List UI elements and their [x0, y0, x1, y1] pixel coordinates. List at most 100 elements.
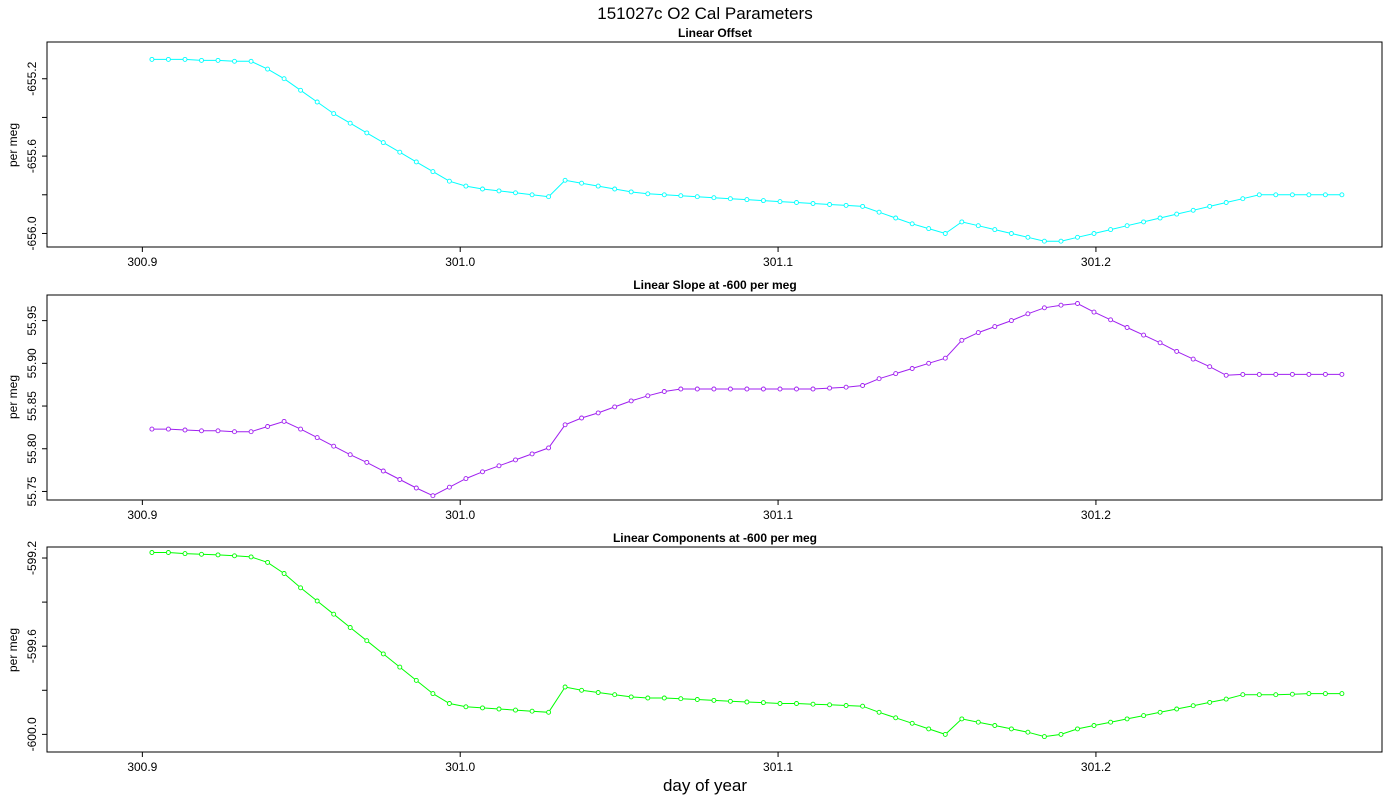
data-point — [1025, 729, 1031, 735]
y-tick-label: 55.90 — [25, 348, 39, 378]
data-point — [744, 699, 750, 705]
data-point — [1041, 238, 1047, 244]
x-tick-label: 300.9 — [127, 508, 157, 522]
panel-title: Linear Offset — [678, 26, 752, 40]
data-point — [959, 337, 965, 343]
data-point — [397, 149, 403, 155]
data-point — [1240, 371, 1246, 377]
data-point — [1273, 192, 1279, 198]
data-point — [727, 698, 733, 704]
data-point — [1058, 302, 1064, 308]
data-point — [199, 57, 204, 63]
data-point — [628, 694, 634, 700]
x-tick-label: 301.0 — [445, 508, 475, 522]
data-point — [959, 716, 965, 722]
y-tick-label: 55.80 — [25, 433, 39, 463]
data-point — [364, 130, 370, 136]
series-line — [151, 552, 1342, 738]
data-point — [628, 398, 634, 404]
data-point — [248, 58, 254, 64]
data-point — [777, 199, 783, 205]
data-point — [463, 183, 469, 189]
data-point — [546, 194, 552, 200]
data-point — [678, 386, 684, 392]
data-point — [860, 383, 866, 388]
data-point — [810, 386, 816, 392]
data-point — [1256, 192, 1262, 198]
data-point — [942, 231, 948, 236]
panel-title: Linear Components at -600 per meg — [613, 531, 817, 545]
data-point — [711, 697, 717, 703]
data-point — [1157, 709, 1163, 715]
data-point — [975, 719, 981, 725]
data-point — [546, 445, 552, 451]
data-point — [579, 687, 585, 693]
plot-frame — [46, 41, 1383, 248]
data-point — [678, 193, 684, 199]
data-point — [1190, 703, 1196, 709]
data-point — [612, 692, 618, 698]
data-point — [215, 552, 221, 558]
data-point — [182, 551, 188, 557]
data-point — [760, 198, 766, 204]
series-line-group — [149, 550, 1345, 740]
data-point — [1273, 692, 1279, 698]
data-point — [232, 429, 237, 435]
data-point — [810, 201, 816, 206]
data-point — [711, 195, 717, 201]
data-point — [694, 386, 700, 392]
data-point — [1207, 203, 1213, 209]
data-point — [1339, 371, 1345, 377]
data-point — [347, 120, 353, 126]
data-point — [347, 625, 353, 630]
data-point — [562, 177, 568, 183]
x-tick-label: 300.9 — [127, 760, 157, 774]
data-point — [595, 410, 601, 416]
data-point — [1256, 692, 1262, 698]
data-point — [744, 386, 750, 392]
x-tick-label: 301.0 — [445, 255, 475, 269]
data-point — [1141, 332, 1147, 338]
data-point — [926, 360, 932, 366]
data-point — [298, 585, 304, 591]
data-point — [1306, 691, 1312, 697]
data-point — [380, 468, 386, 474]
data-point — [1256, 371, 1262, 377]
data-point — [1322, 371, 1328, 377]
data-point — [496, 463, 502, 469]
data-point — [942, 731, 948, 737]
data-point — [1008, 726, 1014, 732]
panel-linear-components: Linear Components at -600 per meg per me… — [6, 531, 1383, 774]
data-point — [1322, 691, 1328, 697]
data-point — [314, 598, 320, 604]
data-point — [595, 183, 601, 189]
data-point — [331, 611, 337, 617]
data-point — [513, 707, 518, 713]
y-tick-label: 55.75 — [25, 476, 39, 506]
data-point — [1289, 691, 1295, 697]
data-point — [496, 188, 502, 194]
data-point — [165, 550, 171, 555]
data-point — [1190, 356, 1196, 362]
panel-title: Linear Slope at -600 per meg — [633, 278, 796, 292]
y-tick-label: -655.6 — [25, 139, 39, 173]
panel-linear-slope: Linear Slope at -600 per meg per meg 300… — [6, 278, 1383, 522]
plot-frame — [46, 294, 1383, 501]
data-point — [1273, 371, 1279, 377]
y-tick-label: -655.2 — [25, 61, 39, 95]
data-point — [248, 554, 254, 560]
series-line-group — [149, 301, 1345, 499]
data-point — [562, 684, 568, 690]
x-tick-label: 300.9 — [127, 255, 157, 269]
data-point — [347, 452, 353, 458]
y-tick-label: 55.85 — [25, 391, 39, 421]
data-point — [1025, 234, 1031, 240]
x-tick-label: 301.0 — [445, 760, 475, 774]
data-point — [397, 664, 403, 670]
data-point — [1091, 723, 1097, 728]
series-line — [151, 58, 1342, 242]
data-point — [1174, 211, 1180, 217]
data-point — [827, 202, 833, 207]
data-point — [413, 485, 419, 491]
data-point — [199, 551, 204, 557]
